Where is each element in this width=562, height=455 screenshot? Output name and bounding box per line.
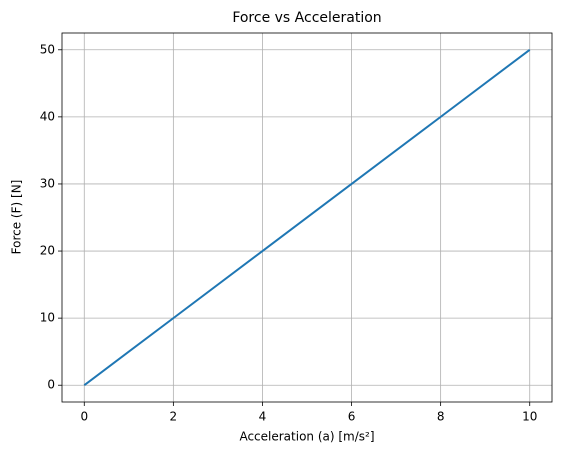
x-tick-label: 0 <box>80 410 88 424</box>
y-tick-label: 50 <box>40 42 55 56</box>
y-axis-label: Force (F) [N] <box>10 180 24 255</box>
x-tick-label: 8 <box>437 410 445 424</box>
y-tick-label: 30 <box>40 176 55 190</box>
chart-title: Force vs Acceleration <box>232 10 381 26</box>
x-tick-label: 10 <box>522 410 537 424</box>
y-tick-label: 40 <box>40 109 55 123</box>
x-tick-label: 4 <box>259 410 267 424</box>
y-tick-label: 0 <box>47 378 55 392</box>
y-tick-label: 20 <box>40 244 55 258</box>
y-tick-label: 10 <box>40 311 55 325</box>
data-line <box>83 48 531 387</box>
x-axis-label: Acceleration (a) [m/s²] <box>239 430 374 444</box>
x-tick-label: 2 <box>170 410 178 424</box>
plot-frame <box>61 32 553 403</box>
x-tick-label: 6 <box>348 410 356 424</box>
